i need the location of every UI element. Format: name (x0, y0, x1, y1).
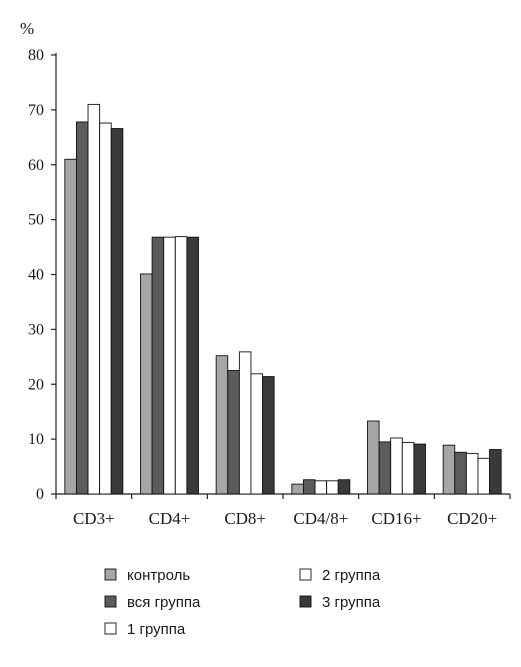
bar-cd48-series-2 (314, 480, 328, 495)
bar-cd20-series-1 (454, 451, 467, 495)
bar-cd48-series-1 (302, 479, 316, 495)
bar-cd20-series-2 (465, 452, 479, 495)
legend-label: 2 группа (322, 567, 381, 584)
bar-cd8-series-0 (215, 355, 229, 495)
y-tick-label: 50 (28, 212, 44, 229)
y-tick-label: 80 (28, 47, 44, 64)
x-category-label: CD3+ (73, 509, 115, 528)
y-tick-label: 10 (28, 431, 44, 448)
bar-cd20-series-0 (442, 444, 456, 495)
x-axis-labels: CD3+ CD4+ CD8+ CD4/8+ CD16+ CD20+ (73, 509, 497, 528)
y-axis-ticks: 0 10 20 30 40 50 60 70 80 (28, 47, 56, 503)
bar-cd16-series-4 (413, 443, 426, 495)
x-category-label: CD4/8+ (293, 509, 348, 528)
bar-cd16-series-2 (390, 437, 403, 495)
bar-cd16-series-3 (401, 441, 415, 495)
bar-cd3-series-4 (110, 128, 124, 495)
bar-cd16-series-1 (378, 441, 392, 495)
bar-cd48-series-4 (337, 479, 351, 495)
bar-cd3-series-0 (64, 158, 77, 495)
bar-cd4-series-3 (174, 236, 188, 495)
legend-swatch (104, 568, 117, 581)
legend-label: 1 группа (127, 621, 186, 638)
legend-label: 3 группа (322, 594, 381, 611)
bar-cd20-series-3 (477, 457, 491, 495)
bar-cd4-series-2 (163, 236, 176, 495)
bar-cd3-series-2 (87, 103, 101, 495)
bar-cd48-series-0 (291, 483, 304, 495)
y-tick-label: 60 (28, 157, 44, 174)
y-tick-label: 0 (36, 486, 44, 503)
y-tick-label: 40 (28, 267, 44, 284)
bar-cd8-series-3 (250, 373, 264, 495)
bar-cd3-series-1 (75, 121, 89, 495)
bar-cd8-series-4 (262, 376, 275, 495)
bar-cd4-series-1 (151, 236, 165, 495)
bar-cd48-series-3 (326, 480, 339, 495)
y-tick-label: 70 (28, 102, 44, 119)
y-axis-unit-label: % (20, 19, 34, 38)
y-tick-label: 20 (28, 376, 44, 393)
x-category-label: CD8+ (224, 509, 266, 528)
legend-label: контроль (127, 567, 190, 584)
bars (64, 103, 502, 495)
bar-cd4-series-0 (140, 273, 153, 495)
legend-swatch (299, 568, 312, 581)
legend-swatch (104, 622, 117, 635)
legend-swatch (104, 595, 117, 608)
bar-cd8-series-2 (238, 351, 252, 495)
y-tick-label: 30 (28, 321, 44, 338)
bar-cd16-series-0 (367, 420, 380, 495)
bar-cd3-series-3 (99, 122, 112, 495)
axes (55, 53, 511, 499)
legend: контроль вся группа 1 группа 2 группа 3 груп… (104, 567, 381, 638)
bar-cd4-series-4 (186, 236, 199, 495)
bar-cd20-series-4 (489, 449, 502, 495)
x-category-label: CD20+ (447, 509, 497, 528)
bar-cd8-series-1 (227, 370, 240, 495)
legend-swatch (299, 595, 312, 608)
legend-label: вся группа (127, 594, 201, 611)
x-category-label: CD4+ (149, 509, 191, 528)
x-category-label: CD16+ (371, 509, 421, 528)
